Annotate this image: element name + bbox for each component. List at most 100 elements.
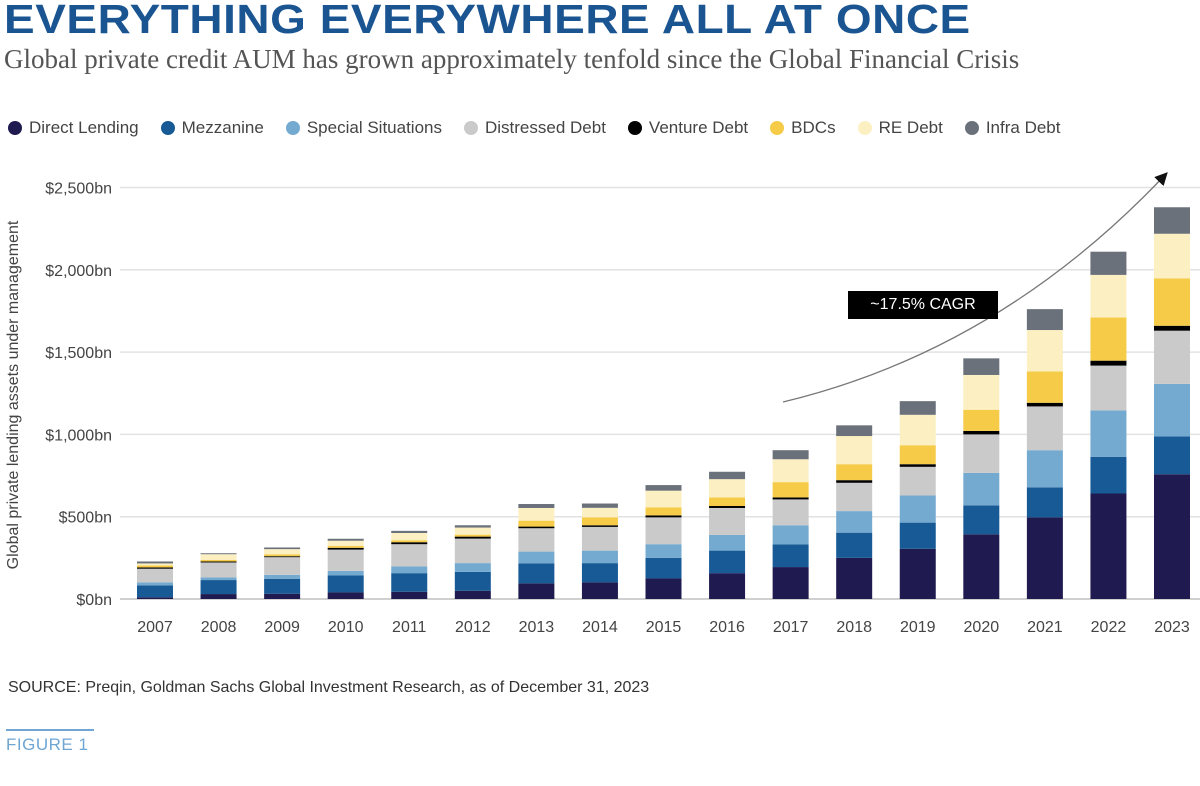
x-tick-label: 2020 xyxy=(964,619,1000,636)
bar-segment-bdcs xyxy=(581,517,618,526)
bar-segment-bdcs xyxy=(391,540,428,543)
bar-segment-special-situations xyxy=(1154,383,1190,437)
bar-segment-re-debt xyxy=(454,527,491,535)
legend-item: Distressed Debt xyxy=(463,118,606,138)
legend-label: RE Debt xyxy=(878,118,943,137)
bar-segment-direct-lending xyxy=(1154,474,1190,599)
bar-segment-infra-debt xyxy=(327,538,364,541)
bar-segment-distressed-debt xyxy=(327,549,364,571)
bar-segment-mezzanine xyxy=(1026,487,1063,518)
y-tick-label: $0bn xyxy=(76,592,112,609)
bar-segment-distressed-debt xyxy=(581,526,618,551)
bar-segment-distressed-debt xyxy=(391,544,428,567)
bar-segment-venture-debt xyxy=(454,536,491,539)
bar-segment-venture-debt xyxy=(1090,360,1127,366)
bar-segment-bdcs xyxy=(899,445,936,465)
bar-segment-distressed-debt xyxy=(454,538,491,564)
bar-segment-direct-lending xyxy=(327,592,364,599)
bar-segment-infra-debt xyxy=(1026,309,1063,331)
legend-item: Venture Debt xyxy=(627,118,748,138)
bar-segment-special-situations xyxy=(200,577,237,581)
legend-label: Direct Lending xyxy=(29,118,139,137)
bar-segment-re-debt xyxy=(645,490,682,508)
bar-segment-special-situations xyxy=(581,550,618,564)
legend-dot-icon xyxy=(627,121,642,135)
legend-dot-icon xyxy=(857,121,872,135)
legend-label: BDCs xyxy=(791,118,836,137)
bar-segment-re-debt xyxy=(518,507,555,521)
cagr-annotation: ~17.5% CAGR xyxy=(848,291,998,319)
x-tick-label: 2008 xyxy=(201,619,237,636)
bar-segment-bdcs xyxy=(137,565,173,568)
legend-item: Mezzanine xyxy=(160,118,264,138)
bar-segment-re-debt xyxy=(899,414,936,446)
bar-segment-re-debt xyxy=(264,549,301,555)
bar-segment-infra-debt xyxy=(581,503,618,508)
bar-segment-special-situations xyxy=(454,563,491,572)
x-tick-label: 2013 xyxy=(519,619,555,636)
bar-segment-mezzanine xyxy=(518,563,555,584)
legend-item: RE Debt xyxy=(857,118,943,138)
bar-segment-venture-debt xyxy=(200,561,237,563)
legend-label: Mezzanine xyxy=(181,118,264,137)
x-tick-label: 2010 xyxy=(328,619,364,636)
bar-segment-special-situations xyxy=(391,566,428,574)
bar-segment-direct-lending xyxy=(772,567,809,599)
cagr-trend-arrow xyxy=(782,172,1168,403)
bar-segment-infra-debt xyxy=(454,525,491,528)
bar-segment-mezzanine xyxy=(772,544,809,568)
bar-segment-distressed-debt xyxy=(772,499,809,526)
bar-segment-mezzanine xyxy=(899,522,936,549)
bar-segment-re-debt xyxy=(1090,274,1127,318)
bar-segment-direct-lending xyxy=(454,590,491,599)
bar-segment-special-situations xyxy=(1090,410,1127,457)
y-tick-label: $500bn xyxy=(59,510,112,527)
x-tick-label: 2015 xyxy=(646,619,682,636)
legend-label: Distressed Debt xyxy=(484,118,606,137)
x-tick-label: 2022 xyxy=(1091,619,1127,636)
bar-segment-distressed-debt xyxy=(1090,365,1127,411)
bar-segment-bdcs xyxy=(709,497,746,507)
bar-segment-venture-debt xyxy=(645,515,682,518)
legend-dot-icon xyxy=(964,121,979,135)
bar-segment-venture-debt xyxy=(327,547,364,550)
bar-segment-distressed-debt xyxy=(899,466,936,496)
bar-segment-venture-debt xyxy=(264,556,301,558)
bar-segment-distressed-debt xyxy=(518,528,555,552)
bar-segment-bdcs xyxy=(327,545,364,548)
bar-segment-re-debt xyxy=(709,479,746,498)
x-tick-label: 2014 xyxy=(582,619,618,636)
x-tick-label: 2021 xyxy=(1027,619,1063,636)
bar-segment-bdcs xyxy=(518,520,555,527)
bar-segment-venture-debt xyxy=(1026,402,1063,407)
bar-segment-re-debt xyxy=(1026,330,1063,372)
bar-segment-bdcs xyxy=(1090,317,1127,361)
bar-segment-infra-debt xyxy=(264,547,301,550)
bar-segment-mezzanine xyxy=(1154,436,1190,475)
legend-label: Infra Debt xyxy=(985,118,1061,137)
bar-segment-special-situations xyxy=(137,582,173,586)
bar-segment-infra-debt xyxy=(709,471,746,480)
bar-segment-infra-debt xyxy=(772,450,809,460)
bar-segment-direct-lending xyxy=(391,591,428,599)
bar-segment-mezzanine xyxy=(963,505,1000,535)
x-tick-label: 2019 xyxy=(900,619,936,636)
bar-segment-re-debt xyxy=(581,507,618,518)
y-tick-label: $1,500bn xyxy=(45,345,112,362)
bar-segment-bdcs xyxy=(836,464,873,481)
bar-segment-special-situations xyxy=(327,570,364,576)
bar-segment-distressed-debt xyxy=(1026,406,1063,451)
bar-segment-direct-lending xyxy=(264,593,301,599)
bar-segment-special-situations xyxy=(264,574,301,579)
x-tick-label: 2009 xyxy=(264,619,300,636)
legend-item: Infra Debt xyxy=(964,118,1061,138)
bar-segment-venture-debt xyxy=(709,506,746,508)
bar-segment-mezzanine xyxy=(709,550,746,574)
bar-segment-re-debt xyxy=(836,436,873,465)
bar-segment-re-debt xyxy=(137,563,173,566)
bar-segment-direct-lending xyxy=(518,583,555,599)
legend-item: Direct Lending xyxy=(8,118,139,138)
bar-segment-mezzanine xyxy=(327,575,364,593)
bar-segment-venture-debt xyxy=(963,430,1000,435)
bar-segment-direct-lending xyxy=(645,578,682,599)
